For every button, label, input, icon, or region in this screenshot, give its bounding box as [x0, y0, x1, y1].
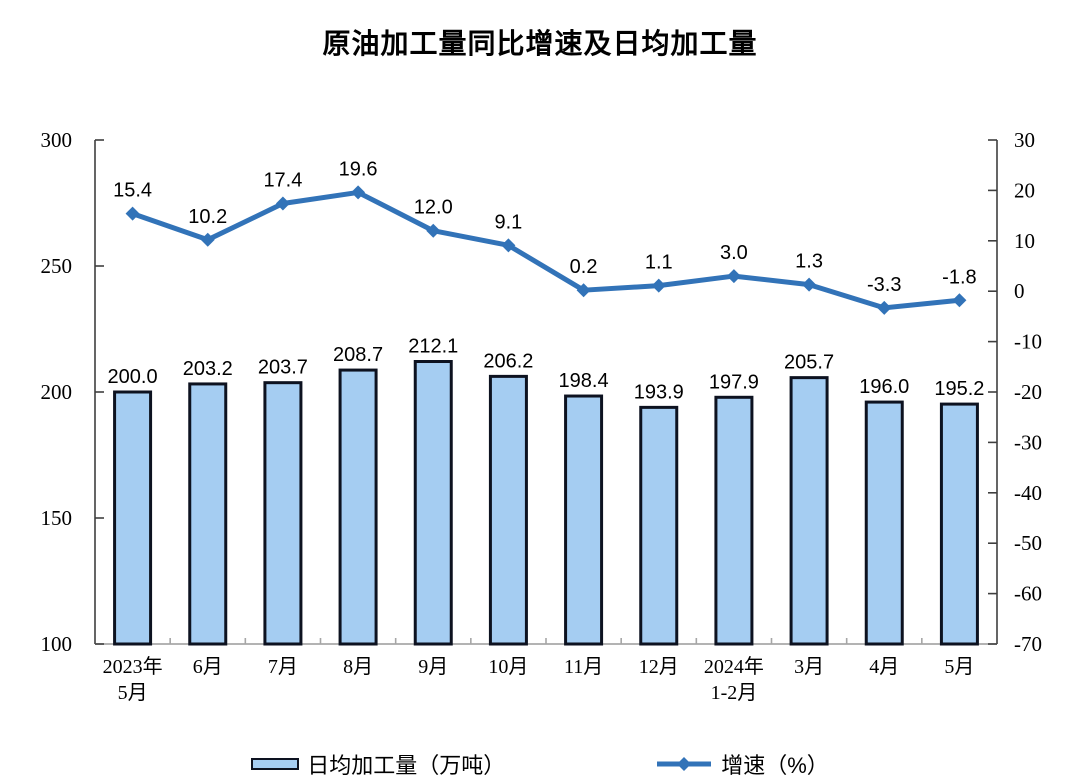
line-marker — [576, 283, 591, 298]
line-value-label: -3.3 — [867, 274, 901, 296]
left-axis-tick-label: 100 — [41, 632, 73, 656]
x-axis-category-label: 3月 — [794, 656, 824, 678]
line-value-label: 0.2 — [570, 256, 598, 278]
bar-value-label: 200.0 — [108, 366, 158, 388]
bar — [188, 382, 228, 646]
bar-value-label: 205.7 — [784, 352, 834, 374]
line-marker — [877, 300, 892, 315]
line-marker — [200, 232, 215, 247]
x-axis-category-label: 6月 — [193, 656, 223, 678]
bar-series-swatch-icon — [251, 758, 300, 770]
left-axis-tick-label: 150 — [41, 506, 73, 530]
bar-value-label: 195.2 — [934, 378, 984, 400]
line-value-label: -1.8 — [942, 266, 976, 288]
combo-chart-plot: 3002502001501003020100-10-20-30-40-50-60… — [41, 128, 1043, 704]
right-axis-tick-label: 30 — [1014, 128, 1035, 152]
line-value-label: 19.6 — [339, 158, 378, 180]
line-marker — [426, 223, 441, 238]
line-value-label: 3.0 — [720, 242, 748, 264]
right-axis-tick-label: 10 — [1014, 229, 1035, 253]
x-axis-category-label: 2023年 5月 — [103, 655, 163, 704]
line-value-label: 9.1 — [495, 211, 523, 233]
line-marker — [501, 238, 516, 253]
bar-value-label: 197.9 — [709, 371, 759, 393]
line-value-label: 10.2 — [188, 206, 227, 228]
x-axis-category-label: 9月 — [418, 656, 448, 678]
x-axis-category-label: 12月 — [639, 656, 679, 678]
bar — [564, 394, 604, 646]
growth-line — [131, 189, 960, 311]
line-value-label: 1.1 — [645, 252, 673, 274]
line-marker — [125, 206, 140, 221]
line-marker — [802, 277, 817, 292]
line-marker — [726, 269, 741, 284]
x-axis-category-label: 5月 — [944, 656, 974, 678]
right-axis-tick-label: 0 — [1014, 279, 1025, 303]
bar — [413, 360, 453, 646]
bar — [488, 374, 528, 646]
left-axis-tick-label: 300 — [41, 128, 73, 152]
right-axis-tick-label: -30 — [1014, 430, 1042, 454]
bar-value-label: 212.1 — [408, 336, 458, 358]
line-marker — [952, 293, 967, 308]
left-axis-tick-label: 250 — [41, 254, 73, 278]
right-axis-tick-label: -60 — [1014, 582, 1042, 606]
bar-value-label: 208.7 — [333, 344, 383, 366]
line-marker — [351, 185, 366, 200]
chart-legend: 日均加工量（万吨） 增速（%） — [0, 744, 1080, 784]
line-marker — [651, 278, 666, 293]
bar — [714, 395, 754, 646]
bar-value-label: 198.4 — [559, 370, 609, 392]
x-axis-category-label: 11月 — [564, 656, 603, 678]
line-value-label: 1.3 — [795, 251, 823, 273]
line-value-label: 17.4 — [263, 170, 302, 192]
x-axis-category-label: 10月 — [488, 656, 528, 678]
x-axis-category-label: 7月 — [268, 656, 298, 678]
bar-value-label: 193.9 — [634, 381, 684, 403]
legend-item-bar-series: 日均加工量（万吨） — [251, 748, 505, 780]
bar — [789, 376, 829, 646]
bar-value-label: 196.0 — [859, 376, 909, 398]
right-axis-tick-label: -20 — [1014, 380, 1042, 404]
bar-value-label: 206.2 — [483, 350, 533, 372]
x-axis-category-label: 4月 — [869, 656, 899, 678]
bar — [864, 400, 904, 646]
bar-value-label: 203.7 — [258, 357, 308, 379]
bar-value-label: 203.2 — [183, 358, 233, 380]
bar — [639, 405, 679, 646]
bar — [338, 368, 378, 646]
legend-label-bar: 日均加工量（万吨） — [307, 753, 506, 778]
line-value-label: 15.4 — [113, 180, 152, 202]
right-axis-tick-label: 20 — [1014, 178, 1035, 202]
x-axis-category-label: 8月 — [343, 656, 373, 678]
bar — [113, 390, 153, 646]
legend-label-line: 增速（%） — [721, 753, 829, 778]
legend-item-line-series: 增速（%） — [655, 748, 829, 780]
bar — [939, 402, 979, 646]
line-series-swatch-icon — [657, 757, 712, 771]
x-axis-category-label: 2024年 1-2月 — [704, 655, 764, 704]
line-marker — [275, 196, 290, 211]
left-axis-tick-label: 200 — [41, 380, 73, 404]
right-axis-tick-label: -70 — [1014, 632, 1042, 656]
line-value-label: 12.0 — [414, 197, 453, 219]
chart-title: 原油加工量同比增速及日均加工量 — [322, 28, 758, 59]
right-axis-tick-label: -50 — [1014, 531, 1042, 555]
bar — [263, 381, 303, 646]
right-axis-tick-label: -40 — [1014, 481, 1042, 505]
right-axis-tick-label: -10 — [1014, 330, 1042, 354]
